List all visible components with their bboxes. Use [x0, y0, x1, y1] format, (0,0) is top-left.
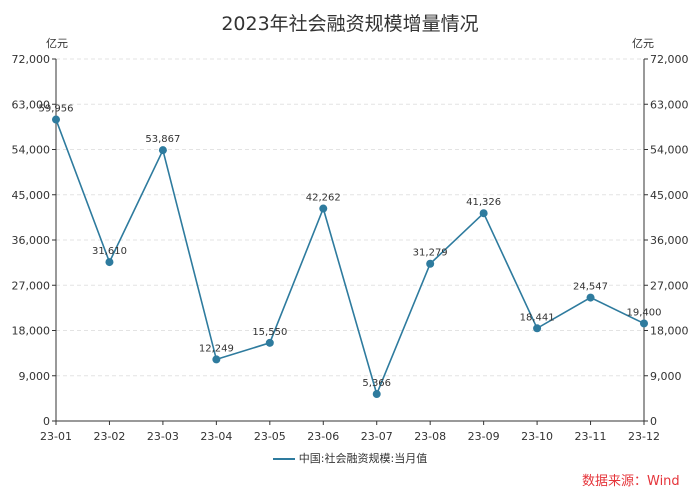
data-label: 24,547 — [573, 282, 608, 293]
x-tick-label: 23-01 — [40, 430, 72, 443]
y-tick-label-right: 72,000 — [650, 53, 689, 66]
y-tick-label-right: 54,000 — [650, 144, 689, 157]
data-label: 42,262 — [306, 193, 341, 204]
x-tick-label: 23-03 — [147, 430, 179, 443]
data-label: 41,326 — [466, 197, 501, 208]
legend-swatch — [272, 458, 295, 460]
x-tick-label: 23-11 — [575, 430, 607, 443]
legend: 中国:社会融资规模:当月值 — [0, 450, 700, 466]
y-tick-label-left: 9,000 — [19, 370, 51, 383]
data-point — [212, 355, 221, 364]
data-label: 15,550 — [252, 327, 287, 338]
data-label: 5,366 — [362, 378, 391, 389]
axes: 0 0 9,000 9,000 18,000 18,000 27,000 27,000 36,0… — [12, 53, 689, 443]
x-tick-label: 23-10 — [521, 430, 553, 443]
data-point — [265, 338, 274, 347]
y-tick-label-left: 63,000 — [12, 98, 51, 111]
y-tick-label-right: 45,000 — [650, 189, 689, 202]
x-tick-label: 23-06 — [307, 430, 339, 443]
left-axis-unit: 亿元 — [46, 37, 68, 50]
data-point — [319, 204, 328, 213]
data-label: 18,441 — [520, 312, 555, 323]
data-point — [426, 259, 435, 268]
data-point — [52, 115, 60, 124]
y-tick-label-left: 45,000 — [12, 189, 51, 202]
data-label: 19,400 — [627, 307, 662, 318]
data-label: 12,249 — [199, 343, 234, 354]
x-tick-label: 23-05 — [254, 430, 286, 443]
y-tick-label-left: 54,000 — [12, 144, 51, 157]
grid-lines — [56, 58, 644, 377]
chart-title: 2023年社会融资规模增量情况 — [221, 13, 479, 35]
x-tick-label: 23-12 — [628, 430, 660, 443]
x-tick-label: 23-02 — [93, 430, 125, 443]
right-axis-unit: 亿元 — [632, 37, 654, 50]
data-label: 31,610 — [92, 246, 127, 257]
x-tick-label: 23-07 — [361, 430, 393, 443]
data-point — [479, 209, 488, 218]
y-tick-label-right: 36,000 — [650, 234, 689, 247]
data-label: 59,956 — [39, 104, 74, 115]
data-point — [158, 146, 167, 155]
y-tick-label-left: 72,000 — [12, 53, 51, 66]
x-tick-label: 23-08 — [414, 430, 446, 443]
y-tick-label-left: 27,000 — [12, 279, 51, 292]
data-point — [640, 319, 648, 328]
data-point — [533, 324, 542, 333]
y-tick-label-left: 18,000 — [12, 325, 51, 338]
data-source: 数据来源：Wind — [582, 474, 680, 489]
x-tick-label: 23-09 — [468, 430, 500, 443]
legend-label: 中国:社会融资规模:当月值 — [298, 452, 428, 465]
data-label: 31,279 — [413, 248, 448, 259]
y-tick-label-right: 0 — [650, 415, 657, 428]
series — [52, 115, 648, 399]
data-label: 53,867 — [145, 134, 180, 145]
series-line — [55, 119, 645, 397]
y-tick-label-right: 27,000 — [650, 279, 689, 292]
data-labels: 59,956 31,610 53,867 12,249 15,550 42,262 5,36… — [39, 104, 662, 389]
y-tick-label-right: 9,000 — [650, 370, 682, 383]
y-tick-label-left: 36,000 — [12, 234, 51, 247]
y-tick-label-right: 18,000 — [650, 325, 689, 338]
x-tick-label: 23-04 — [200, 430, 232, 443]
y-tick-label-right: 63,000 — [650, 98, 689, 111]
data-point — [372, 390, 381, 399]
data-point — [105, 258, 114, 267]
data-point — [586, 293, 595, 302]
y-tick-label-left: 0 — [43, 415, 50, 428]
